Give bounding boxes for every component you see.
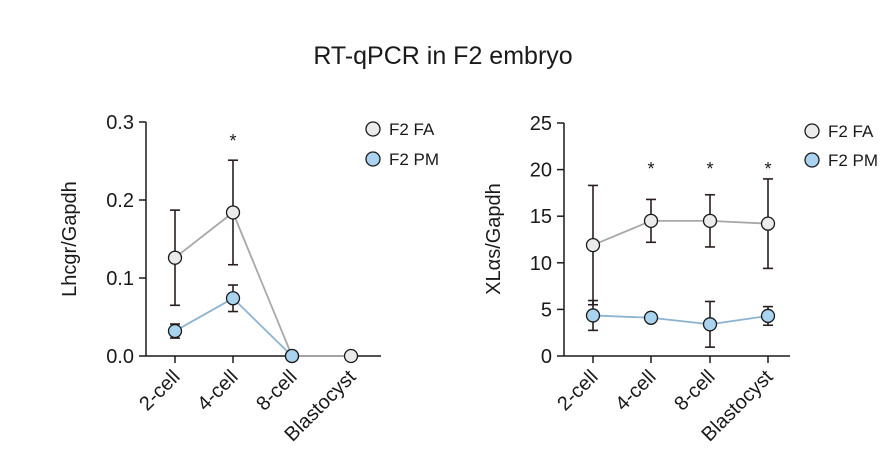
xlas-y-axis-label: XLαs/Gapdh <box>483 183 505 295</box>
lhcgr-point-f2-fa <box>343 348 359 364</box>
xlas-point-f2-fa <box>760 216 776 231</box>
xlas-y-tick-label: 0 <box>541 346 552 368</box>
xlas-series-line-f2-fa <box>592 219 769 246</box>
lhcgr-point-f2-fa <box>225 205 241 220</box>
lhcgr-y-axis-label: Lhcgr/Gapdh <box>59 181 81 297</box>
lhcgr-y-tick-label: 0.2 <box>106 190 134 212</box>
xlas-x-tick-label: 4-cell <box>611 366 660 415</box>
lhcgr-y-tick-label: 0.1 <box>106 268 134 290</box>
lhcgr-legend-marker <box>365 121 381 137</box>
xlas-point-f2-fa <box>643 213 659 229</box>
xlas-y-tick-label: 10 <box>530 253 552 275</box>
lhcgr-y-tick-label: 0.0 <box>106 346 134 368</box>
xlas-significance-star: * <box>647 159 654 179</box>
xlas-legend-label: F2 FA <box>828 122 874 141</box>
lhcgr-legend-label: F2 FA <box>389 120 435 139</box>
xlas-legend-label: F2 PM <box>828 151 878 170</box>
xlas-significance-star: * <box>706 159 713 179</box>
lhcgr-point-f2-fa <box>167 250 183 265</box>
xlas-legend-marker <box>804 152 820 168</box>
xlas-point-f2-fa <box>585 237 601 253</box>
xlas-point-f2-pm <box>643 310 659 325</box>
xlas-y-tick-label: 5 <box>541 299 552 321</box>
lhcgr-legend-label: F2 PM <box>389 150 439 169</box>
xlas-legend-marker <box>804 123 820 139</box>
lhcgr-legend-marker <box>365 151 381 167</box>
xlas-point-f2-pm <box>585 308 601 323</box>
lhcgr-series-line-f2-fa <box>174 211 351 357</box>
lhcgr-point-f2-pm <box>284 348 300 364</box>
xlas-x-tick-label: 8-cell <box>670 366 719 415</box>
figure-title: RT-qPCR in F2 embryo <box>313 42 573 70</box>
xlas-point-f2-pm <box>702 317 718 332</box>
lhcgr-point-f2-pm <box>167 323 183 339</box>
xlas-point-f2-pm <box>760 308 776 324</box>
xlas-x-tick-label: 2-cell <box>553 366 602 415</box>
xlas-y-tick-label: 20 <box>530 160 552 182</box>
xlas-y-tick-label: 15 <box>530 206 552 228</box>
lhcgr-point-f2-pm <box>225 291 241 306</box>
xlas-y-tick-label: 25 <box>530 113 552 135</box>
lhcgr-y-tick-label: 0.3 <box>106 112 134 134</box>
lhcgr-significance-star: * <box>229 131 236 151</box>
xlas-point-f2-fa <box>702 213 718 229</box>
xlas-significance-star: * <box>764 159 771 179</box>
xlas-series-line-f2-pm <box>592 314 769 326</box>
